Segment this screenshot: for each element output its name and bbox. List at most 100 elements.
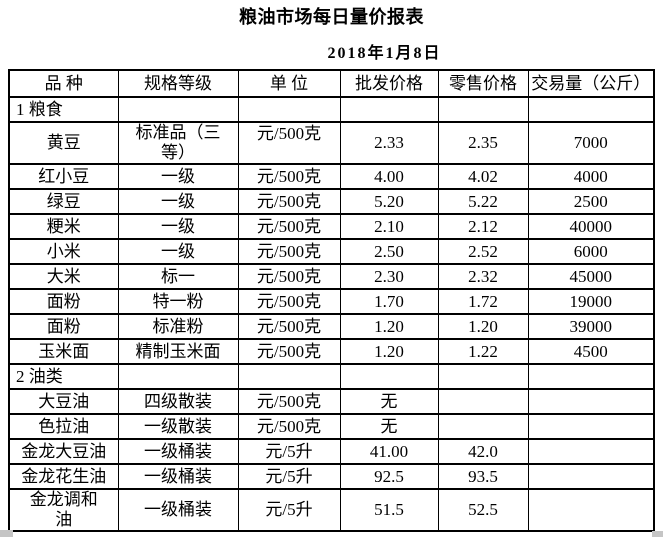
table-row: 黄豆 标准品（三 等） 元/500克 2.33 2.35 7000 [8,121,655,165]
trade-volume-cell: 40000 [527,213,655,240]
spec-grade-cell: 标准粉 [117,313,239,340]
spec-grade-cell: 标一 [117,263,239,290]
trade-volume-cell: 4500 [527,338,655,365]
column-header-unit: 单 位 [237,69,341,98]
table-row: 面粉 标准粉 元/500克 1.20 1.20 39000 [8,313,655,340]
spec-grade-cell: 一级桶装 [117,463,239,490]
table-row: 粳米 一级 元/500克 2.10 2.12 40000 [8,213,655,240]
product-name-cell: 小米 [8,238,119,265]
retail-price-cell: 93.5 [437,463,529,490]
table-row: 金龙大豆油 一级桶装 元/5升 41.00 42.0 [8,438,655,465]
spec-grade-cell [117,96,239,123]
trade-volume-cell [527,438,655,465]
unit-cell: 元/5升 [237,463,341,490]
trade-volume-cell [527,488,655,532]
wholesale-price-cell: 2.10 [339,213,439,240]
trade-volume-cell [527,463,655,490]
column-header-retail: 零售价格 [437,69,529,98]
table-row: 大豆油 四级散装 元/500克无 [8,388,655,415]
spec-grade-cell: 精制玉米面 [117,338,239,365]
unit-cell: 元/500克 [237,288,341,315]
spec-grade-cell: 一级桶装 [117,438,239,465]
table-row: 色拉油 一级散装 元/500克无 [8,413,655,440]
trade-volume-cell [527,388,655,415]
retail-price-cell [437,363,529,390]
column-header-wholesale: 批发价格 [339,69,439,98]
retail-price-cell: 42.0 [437,438,529,465]
retail-price-cell: 5.22 [437,188,529,215]
trade-volume-cell: 39000 [527,313,655,340]
unit-cell: 元/500克 [237,121,341,165]
table-body: 1 粮食 黄豆 标准品（三 等） 元/500克 2.33 2.35 7000 红小豆 一级 元/5… [8,96,655,532]
product-name-cell: 金龙花生油 [8,463,119,490]
spec-grade-cell: 一级 [117,213,239,240]
unit-cell: 元/500克 [237,188,341,215]
trade-volume-cell [527,413,655,440]
retail-price-cell [437,413,529,440]
trade-volume-cell: 6000 [527,238,655,265]
table-row: 金龙花生油 一级桶装 元/5升 92.5 93.5 [8,463,655,490]
unit-cell: 元/500克 [237,213,341,240]
unit-cell: 元/500克 [237,163,341,190]
trade-volume-cell: 19000 [527,288,655,315]
report-date: 2018年1月8日 [327,45,442,62]
trade-volume-cell [527,96,655,123]
product-name-cell: 面粉 [8,288,119,315]
wholesale-price-cell [339,363,439,390]
product-name-cell: 玉米面 [8,338,119,365]
unit-cell: 元/5升 [237,488,341,532]
product-name-cell: 面粉 [8,313,119,340]
product-name-cell: 色拉油 [8,413,119,440]
section-row: 1 粮食 [8,96,655,123]
retail-price-cell: 2.35 [437,121,529,165]
retail-price-cell [437,388,529,415]
header-row: 品 种规格等级单 位批发价格 零售价格 交易量（公斤） [8,69,655,98]
spec-grade-cell: 一级 [117,188,239,215]
wholesale-price-cell: 无 [339,413,439,440]
retail-price-cell: 2.32 [437,263,529,290]
trade-volume-cell: 4000 [527,163,655,190]
wholesale-price-cell: 1.70 [339,288,439,315]
column-header-name: 品 种 [8,69,119,98]
unit-cell: 元/500克 [237,263,341,290]
wholesale-price-cell: 5.20 [339,188,439,215]
unit-cell: 元/500克 [237,313,341,340]
retail-price-cell [437,96,529,123]
section-row: 2 油类 [8,363,655,390]
product-name-cell: 金龙调和 油 [8,488,119,532]
corner-artifact-right [652,531,663,537]
spec-grade-cell: 一级 [117,238,239,265]
trade-volume-cell [527,363,655,390]
table-row: 大米 标一 元/500克 2.30 2.32 45000 [8,263,655,290]
table-row: 面粉 特一粉 元/500克 1.70 1.72 19000 [8,288,655,315]
product-name-cell: 绿豆 [8,188,119,215]
trade-volume-cell: 7000 [527,121,655,165]
retail-price-cell: 1.20 [437,313,529,340]
product-name-cell: 大豆油 [8,388,119,415]
wholesale-price-cell: 51.5 [339,488,439,532]
spec-grade-cell: 一级桶装 [117,488,239,532]
wholesale-price-cell: 2.50 [339,238,439,265]
unit-cell: 元/500克 [237,338,341,365]
trade-volume-cell: 2500 [527,188,655,215]
trade-volume-cell: 45000 [527,263,655,290]
unit-cell: 元/500克 [237,388,341,415]
report-title: 粮油市场每日量价报表 [239,7,424,27]
retail-price-cell: 52.5 [437,488,529,532]
wholesale-price-cell: 1.20 [339,313,439,340]
retail-price-cell: 1.22 [437,338,529,365]
table-row: 红小豆 一级 元/500克 4.00 4.02 4000 [8,163,655,190]
wholesale-price-cell: 4.00 [339,163,439,190]
unit-cell [237,363,341,390]
wholesale-price-cell: 41.00 [339,438,439,465]
retail-price-cell: 4.02 [437,163,529,190]
unit-cell: 元/5升 [237,438,341,465]
table-row: 玉米面 精制玉米面 元/500克 1.20 1.22 4500 [8,338,655,365]
table-row: 小米 一级 元/500克 2.50 2.52 6000 [8,238,655,265]
spec-grade-cell: 四级散装 [117,388,239,415]
retail-price-cell: 2.12 [437,213,529,240]
column-header-spec: 规格等级 [117,69,239,98]
wholesale-price-cell: 无 [339,388,439,415]
unit-cell: 元/500克 [237,413,341,440]
product-name-cell: 金龙大豆油 [8,438,119,465]
